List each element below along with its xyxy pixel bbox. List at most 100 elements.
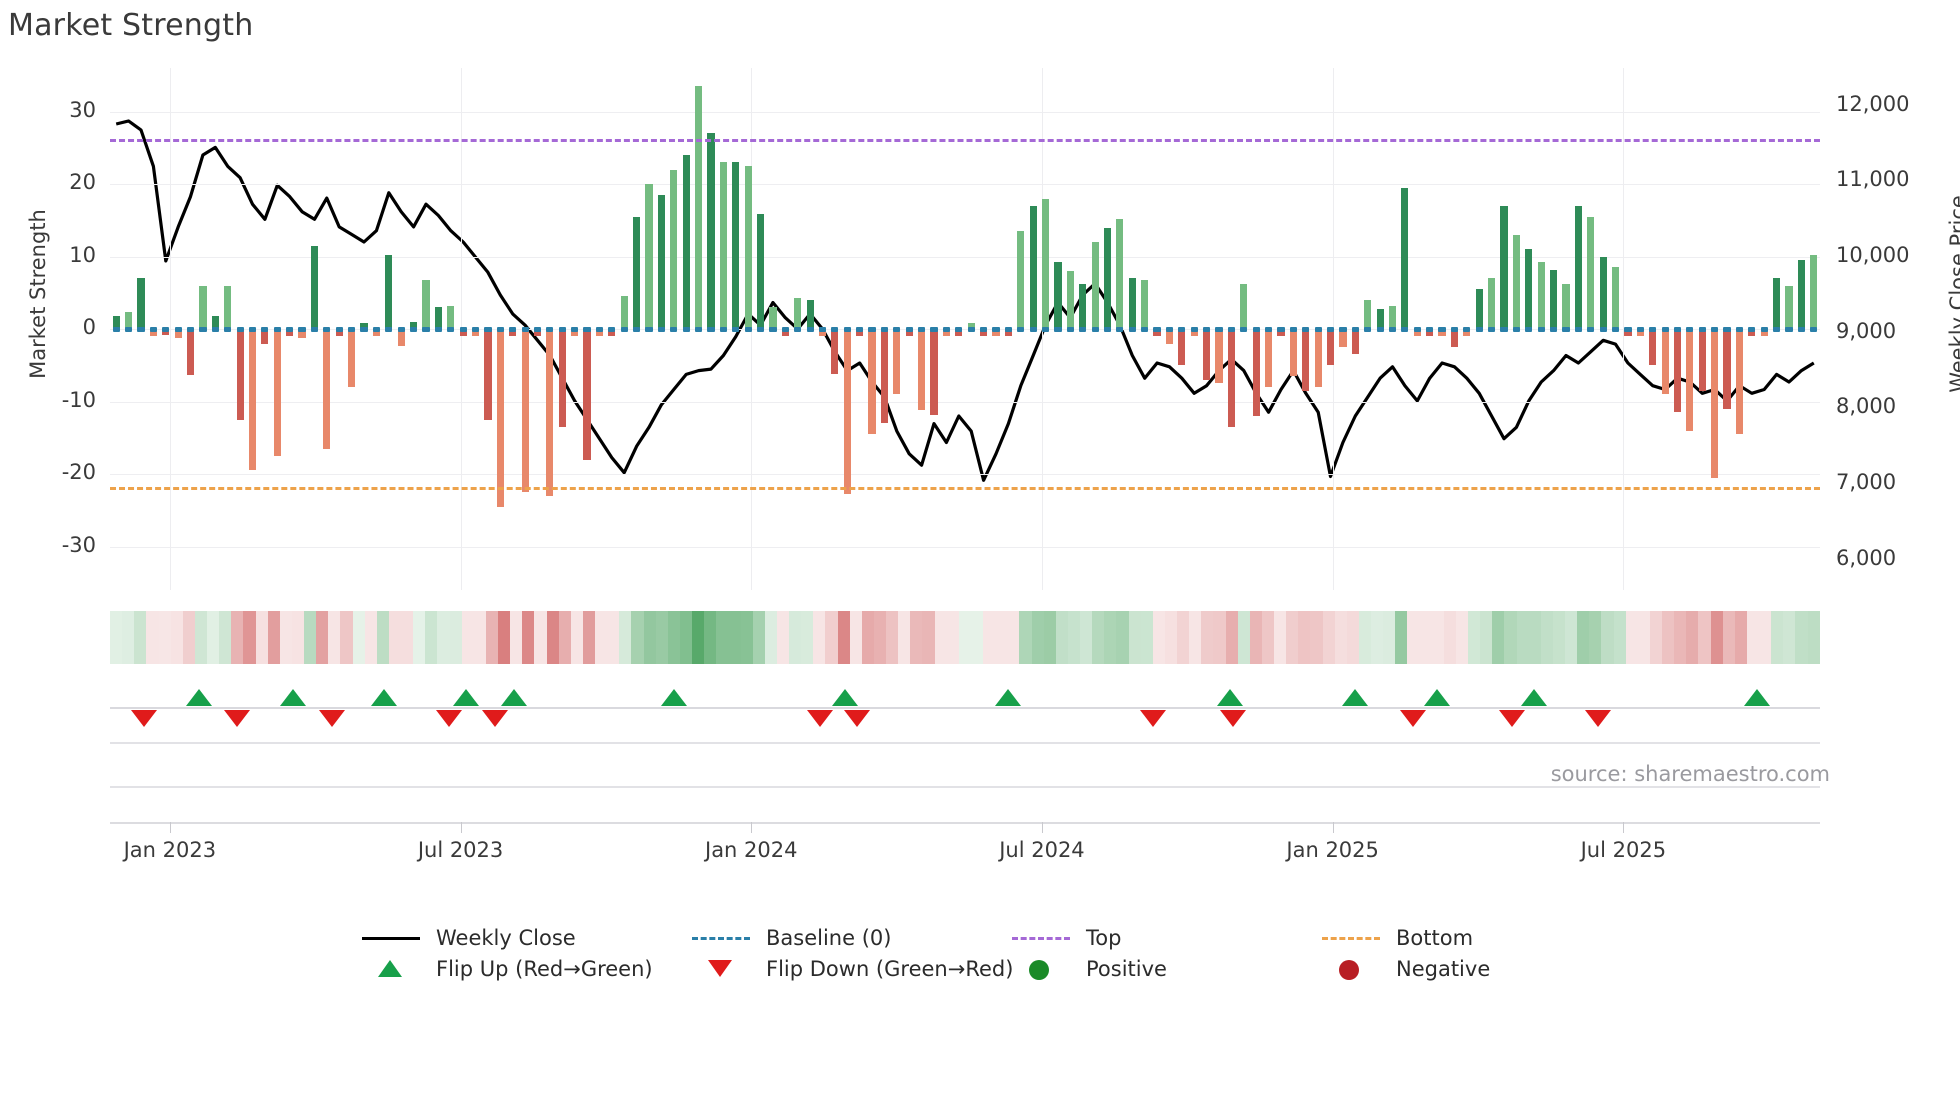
- legend-item[interactable]: Positive: [1010, 956, 1167, 982]
- strength-bar: [137, 278, 145, 329]
- baseline-segment: [1227, 327, 1235, 332]
- baseline-segment: [224, 327, 232, 332]
- heat-strip-cell: [849, 611, 862, 664]
- baseline-segment: [471, 327, 480, 332]
- legend-item[interactable]: Bottom: [1320, 925, 1473, 951]
- y-axis-right-tick: 12,000: [1836, 91, 1910, 116]
- strength-bar: [1735, 329, 1744, 435]
- strength-bar: [880, 329, 889, 424]
- strength-bar: [533, 329, 542, 337]
- strength-bar: [1091, 242, 1099, 329]
- strength-bar: [422, 279, 430, 329]
- baseline-segment: [409, 327, 418, 332]
- x-axis-tick-mark: [1332, 822, 1334, 833]
- heat-strip-cell: [1298, 611, 1311, 664]
- heat-strip-cell: [1080, 611, 1093, 664]
- strength-bar: [1450, 329, 1459, 348]
- heat-strip-cell: [170, 611, 183, 664]
- strength-bar: [942, 329, 950, 337]
- strength-bar: [781, 329, 789, 337]
- baseline-segment: [1004, 327, 1012, 332]
- baseline-segment: [620, 327, 628, 332]
- heat-strip-cell: [1189, 611, 1202, 664]
- strength-bar: [992, 329, 1000, 337]
- flip-up-marker: [185, 689, 212, 706]
- heat-strip-cell: [752, 611, 765, 664]
- strength-bar: [1178, 329, 1186, 366]
- strength-bar: [1326, 329, 1335, 366]
- flip-up-marker: [1423, 689, 1450, 706]
- heat-strip-cell: [1480, 611, 1493, 664]
- baseline-segment: [1426, 327, 1434, 332]
- heat-strip-cell: [958, 611, 971, 664]
- strength-bar: [1686, 329, 1694, 431]
- legend-item[interactable]: Weekly Close: [360, 925, 576, 951]
- heat-strip-cell: [813, 611, 826, 664]
- baseline-segment: [1190, 327, 1198, 332]
- heat-strip-cell: [1164, 611, 1177, 664]
- heat-strip-cell: [413, 611, 426, 664]
- dotted-line-purple-icon: [1010, 925, 1072, 951]
- heat-strip-cell: [631, 611, 644, 664]
- gridline: [110, 329, 1820, 330]
- heat-strip-cell: [1552, 611, 1565, 664]
- heat-strip-cell: [219, 611, 232, 664]
- baseline-segment: [818, 327, 827, 332]
- heat-strip-cell: [764, 611, 777, 664]
- flip-up-marker: [500, 689, 527, 706]
- heat-strip-cell: [1746, 611, 1759, 664]
- baseline-segment: [1723, 327, 1731, 332]
- strength-bar: [670, 169, 678, 329]
- source-attribution: source: sharemaestro.com: [1550, 762, 1830, 786]
- strength-bar: [1128, 278, 1136, 329]
- baseline-segment: [348, 327, 356, 332]
- strength-bar: [1636, 329, 1644, 337]
- baseline-segment: [1116, 327, 1124, 332]
- heat-strip-cell: [619, 611, 632, 664]
- baseline-segment: [459, 327, 467, 332]
- baseline-segment: [521, 327, 529, 332]
- strength-bar: [1190, 329, 1198, 337]
- legend-item-label: Baseline (0): [766, 926, 892, 950]
- strength-bar: [310, 246, 319, 329]
- baseline-segment: [1302, 327, 1310, 332]
- baseline-segment: [199, 327, 207, 332]
- heat-strip-cell: [837, 611, 850, 664]
- y-axis-left-tick: -30: [61, 532, 96, 557]
- legend-item[interactable]: Negative: [1320, 956, 1490, 982]
- strength-bar: [1103, 227, 1112, 329]
- strength-bar: [385, 255, 393, 329]
- legend-item[interactable]: Top: [1010, 925, 1121, 951]
- strength-bar: [1711, 329, 1719, 478]
- baseline-segment: [1091, 327, 1099, 332]
- y-axis-left-tick: 20: [69, 170, 96, 194]
- heat-strip-cell: [534, 611, 547, 664]
- baseline-segment: [1587, 327, 1595, 332]
- heat-strip-cell: [1177, 611, 1190, 664]
- strength-bar: [1041, 198, 1050, 329]
- baseline-segment: [1103, 327, 1112, 332]
- heat-strip-cell: [1516, 611, 1529, 664]
- strength-bar: [348, 329, 356, 387]
- heat-strip-cell: [607, 611, 620, 664]
- heat-strip-cell: [1710, 611, 1723, 664]
- legend-item[interactable]: Flip Up (Red→Green): [360, 956, 653, 982]
- heat-strip-cell: [595, 611, 608, 664]
- heat-strip-cell: [1395, 611, 1408, 664]
- strength-bar: [744, 165, 752, 329]
- strength-bar: [1054, 262, 1062, 329]
- strength-bar: [1203, 329, 1211, 380]
- flip-up-marker: [1341, 689, 1368, 706]
- heat-strip-cell: [643, 611, 656, 664]
- dotted-line-orange-icon: [1320, 925, 1382, 951]
- legend-item[interactable]: Baseline (0): [690, 925, 891, 951]
- legend-item[interactable]: Flip Down (Green→Red): [690, 956, 1013, 982]
- heat-strip-cell: [182, 611, 195, 664]
- baseline-segment: [335, 327, 343, 332]
- strength-bar: [273, 329, 281, 456]
- heat-strip-cell: [1261, 611, 1274, 664]
- x-axis-tick-mark: [1623, 822, 1625, 833]
- baseline-segment: [694, 327, 703, 332]
- baseline-segment: [1773, 327, 1781, 332]
- strength-bar: [955, 329, 963, 337]
